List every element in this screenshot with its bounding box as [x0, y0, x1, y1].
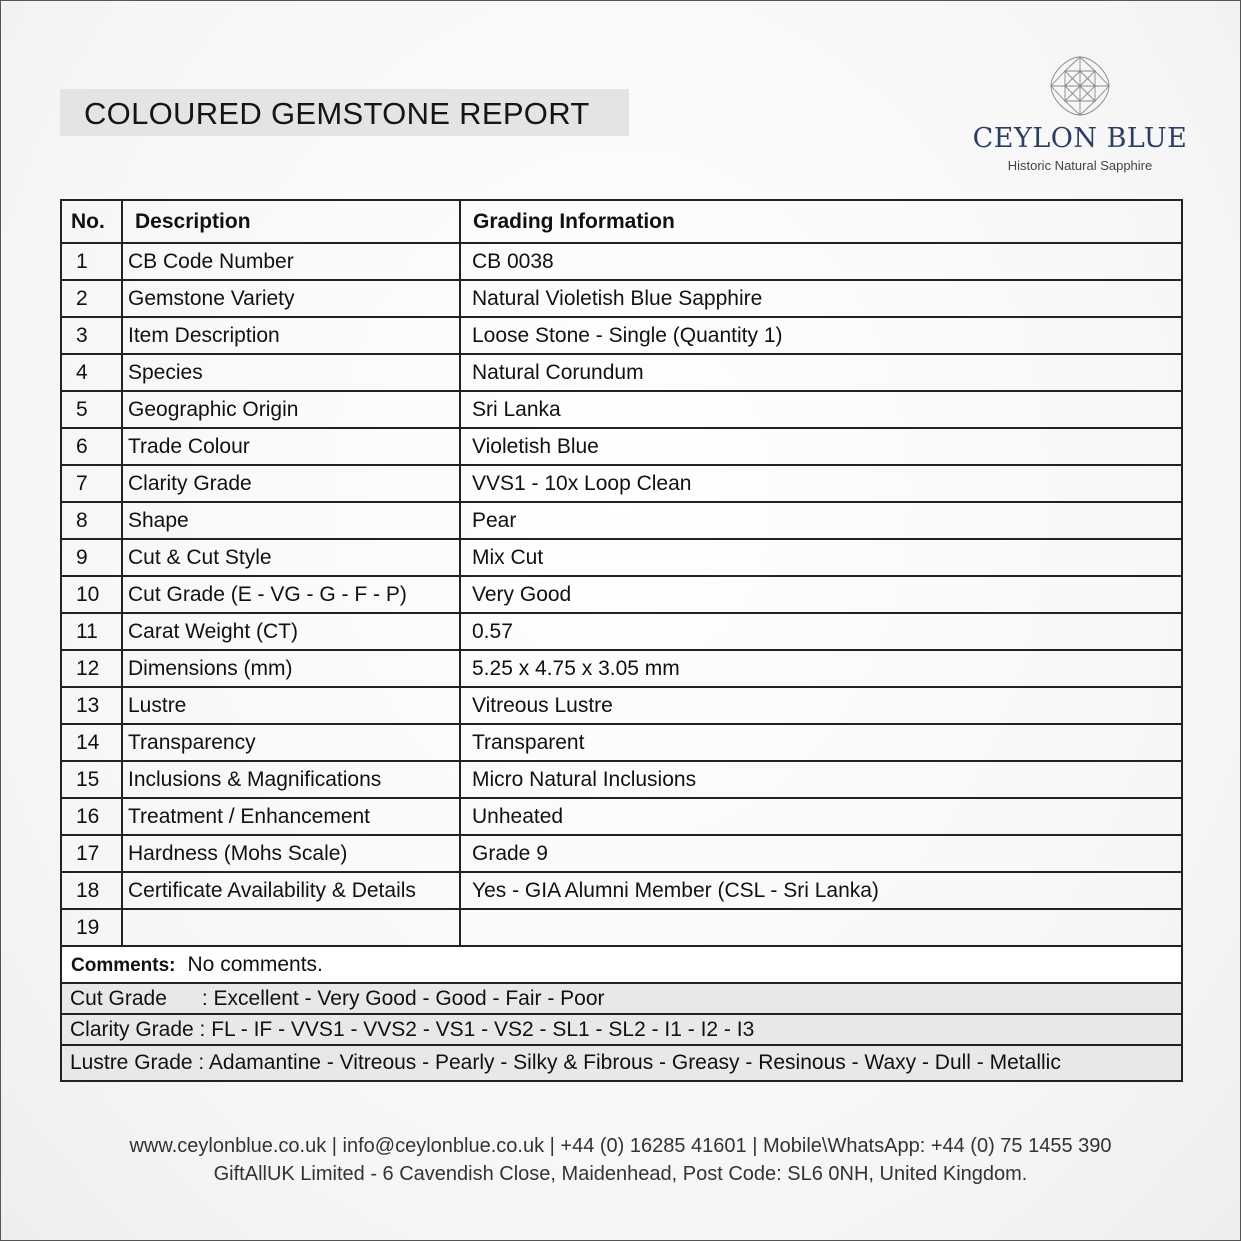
legend-row-lustre: Lustre Grade : Adamantine - Vitreous - P…	[60, 1044, 1183, 1082]
row-description: Gemstone Variety	[121, 279, 461, 318]
row-value: Violetish Blue	[459, 427, 1183, 466]
row-number: 2	[60, 279, 123, 318]
row-description: Certificate Availability & Details	[121, 871, 461, 910]
table-row: 16 Treatment / Enhancement Unheated	[60, 797, 1183, 836]
legend-clarity-grade: Clarity Grade : FL - IF - VVS1 - VVS2 - …	[60, 1013, 1183, 1046]
row-value: Pear	[459, 501, 1183, 540]
row-number: 12	[60, 649, 123, 688]
row-value: Vitreous Lustre	[459, 686, 1183, 725]
gem-icon	[1050, 56, 1110, 116]
row-value: Grade 9	[459, 834, 1183, 873]
legend-lustre-grade: Lustre Grade : Adamantine - Vitreous - P…	[60, 1044, 1183, 1082]
row-description: Cut & Cut Style	[121, 538, 461, 577]
row-number: 13	[60, 686, 123, 725]
table-row: 19	[60, 908, 1183, 947]
row-description: CB Code Number	[121, 242, 461, 281]
row-number: 16	[60, 797, 123, 836]
row-description: Item Description	[121, 316, 461, 355]
report-title: COLOURED GEMSTONE REPORT	[84, 96, 590, 131]
row-description: Lustre	[121, 686, 461, 725]
header-grading: Grading Information	[459, 199, 1183, 244]
row-description: Shape	[121, 501, 461, 540]
row-description: Carat Weight (CT)	[121, 612, 461, 651]
row-description: Dimensions (mm)	[121, 649, 461, 688]
row-value: Yes - GIA Alumni Member (CSL - Sri Lanka…	[459, 871, 1183, 910]
row-description: Cut Grade (E - VG - G - F - P)	[121, 575, 461, 614]
row-value: VVS1 - 10x Loop Clean	[459, 464, 1183, 503]
row-value: Natural Violetish Blue Sapphire	[459, 279, 1183, 318]
row-description	[121, 908, 461, 947]
row-number: 4	[60, 353, 123, 392]
row-number: 17	[60, 834, 123, 873]
comments-cell: Comments: No comments.	[60, 945, 1183, 984]
header-description: Description	[121, 199, 461, 244]
row-number: 10	[60, 575, 123, 614]
legend-row-cut: Cut Grade : Excellent - Very Good - Good…	[60, 982, 1183, 1015]
table-row: 15 Inclusions & Magnifications Micro Natur…	[60, 760, 1183, 799]
row-description: Geographic Origin	[121, 390, 461, 429]
row-number: 6	[60, 427, 123, 466]
table-row: 11 Carat Weight (CT) 0.57	[60, 612, 1183, 651]
row-number: 9	[60, 538, 123, 577]
table-row: 5 Geographic Origin Sri Lanka	[60, 390, 1183, 429]
table-row: 10 Cut Grade (E - VG - G - F - P) Very Goo…	[60, 575, 1183, 614]
row-number: 19	[60, 908, 123, 947]
row-value: 5.25 x 4.75 x 3.05 mm	[459, 649, 1183, 688]
row-description: Trade Colour	[121, 427, 461, 466]
legend-cut-grade: Cut Grade : Excellent - Very Good - Good…	[60, 982, 1183, 1015]
table-row: 3 Item Description Loose Stone - Single (Q…	[60, 316, 1183, 355]
row-number: 3	[60, 316, 123, 355]
title-box: COLOURED GEMSTONE REPORT	[60, 89, 629, 136]
row-description: Treatment / Enhancement	[121, 797, 461, 836]
row-number: 7	[60, 464, 123, 503]
comments-label: Comments:	[71, 954, 176, 976]
comments-text: No comments.	[187, 952, 323, 976]
row-number: 18	[60, 871, 123, 910]
row-description: Species	[121, 353, 461, 392]
row-value: Natural Corundum	[459, 353, 1183, 392]
row-number: 15	[60, 760, 123, 799]
table-row: 12 Dimensions (mm) 5.25 x 4.75 x 3.05 mm	[60, 649, 1183, 688]
header-no: No.	[60, 199, 123, 244]
row-number: 1	[60, 242, 123, 281]
table-row: 13 Lustre Vitreous Lustre	[60, 686, 1183, 725]
table-row: 18 Certificate Availability & Details Yes …	[60, 871, 1183, 910]
row-description: Transparency	[121, 723, 461, 762]
legend-row-clarity: Clarity Grade : FL - IF - VVS1 - VVS2 - …	[60, 1013, 1183, 1046]
row-description: Clarity Grade	[121, 464, 461, 503]
row-number: 11	[60, 612, 123, 651]
table-row: 9 Cut & Cut Style Mix Cut	[60, 538, 1183, 577]
row-value: CB 0038	[459, 242, 1183, 281]
row-number: 5	[60, 390, 123, 429]
table-row: 14 Transparency Transparent	[60, 723, 1183, 762]
row-value	[459, 908, 1183, 947]
logo: CEYLON BLUE Historic Natural Sapphire	[960, 55, 1200, 173]
table-row: 2 Gemstone Variety Natural Violetish Blue …	[60, 279, 1183, 318]
table-row: 8 Shape Pear	[60, 501, 1183, 540]
table-row: 7 Clarity Grade VVS1 - 10x Loop Clean	[60, 464, 1183, 503]
table-row: 6 Trade Colour Violetish Blue	[60, 427, 1183, 466]
row-value: Mix Cut	[459, 538, 1183, 577]
row-number: 14	[60, 723, 123, 762]
brand-name: CEYLON BLUE	[972, 123, 1188, 154]
row-value: Loose Stone - Single (Quantity 1)	[459, 316, 1183, 355]
table-header: No. Description Grading Information	[60, 199, 1183, 244]
footer-address: GiftAllUK Limited - 6 Cavendish Close, M…	[213, 1163, 1028, 1185]
row-value: Unheated	[459, 797, 1183, 836]
footer-contact: www.ceylonblue.co.uk | info@ceylonblue.c…	[129, 1135, 1112, 1157]
row-value: Transparent	[459, 723, 1183, 762]
row-number: 8	[60, 501, 123, 540]
row-description: Inclusions & Magnifications	[121, 760, 461, 799]
table-row: 4 Species Natural Corundum	[60, 353, 1183, 392]
row-description: Hardness (Mohs Scale)	[121, 834, 461, 873]
row-value: Micro Natural Inclusions	[459, 760, 1183, 799]
row-value: Very Good	[459, 575, 1183, 614]
table-row: 17 Hardness (Mohs Scale) Grade 9	[60, 834, 1183, 873]
row-value: Sri Lanka	[459, 390, 1183, 429]
comments-row: Comments: No comments.	[60, 945, 1183, 984]
row-value: 0.57	[459, 612, 1183, 651]
table-row: 1 CB Code Number CB 0038	[60, 242, 1183, 281]
grading-table: No. Description Grading Information 1 CB …	[60, 199, 1183, 1082]
brand-tagline: Historic Natural Sapphire	[1007, 158, 1153, 173]
